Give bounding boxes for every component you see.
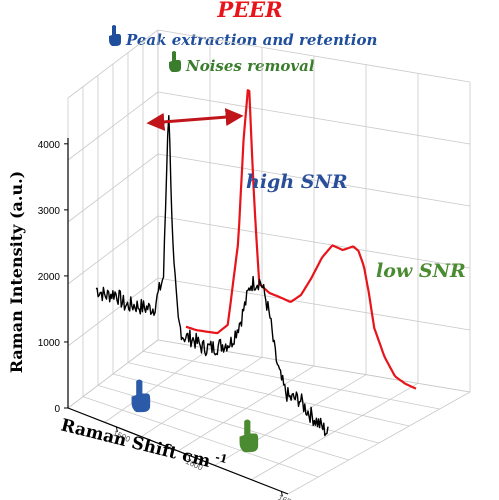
x-tick bbox=[115, 426, 118, 433]
y-tick-label: 1000 bbox=[38, 338, 61, 349]
x-tick bbox=[280, 491, 283, 497]
annotation-high-snr: high SNR bbox=[246, 171, 348, 193]
bullet-peak: Peak extraction and retention bbox=[109, 25, 377, 49]
x-axis-line bbox=[67, 407, 289, 495]
y-tick-label: 0 bbox=[54, 404, 60, 415]
y-tick-label: 3000 bbox=[38, 206, 61, 217]
shift-arrow bbox=[146, 108, 244, 131]
x-tick bbox=[188, 455, 191, 461]
series-processed-line bbox=[185, 89, 417, 390]
pointing-hand-icon bbox=[239, 419, 259, 453]
bullet-noise-text: Noises removal bbox=[185, 57, 315, 75]
series-layer bbox=[95, 89, 417, 437]
x-axis-label: Raman Shift cm-1 bbox=[59, 413, 229, 476]
x-axis-label-sup: -1 bbox=[214, 451, 229, 467]
page-title: PEER bbox=[216, 0, 282, 22]
annotation-low-snr: low SNR bbox=[376, 260, 466, 282]
y-tick-label: 2000 bbox=[38, 272, 61, 283]
series-raw-line bbox=[95, 114, 329, 437]
y-tick-label: 4000 bbox=[38, 140, 61, 151]
chart-grid bbox=[67, 29, 471, 495]
pointing-hand-icon bbox=[109, 25, 121, 46]
pointing-hand-icon bbox=[131, 379, 151, 413]
bullet-peak-text: Peak extraction and retention bbox=[125, 31, 377, 49]
x-tick-label: 1650 bbox=[277, 493, 297, 500]
y-axis-label: Raman Intensity (a.u.) bbox=[7, 171, 26, 373]
bullet-noise: Noises removal bbox=[169, 51, 315, 75]
pointing-hand-icon bbox=[169, 51, 181, 72]
